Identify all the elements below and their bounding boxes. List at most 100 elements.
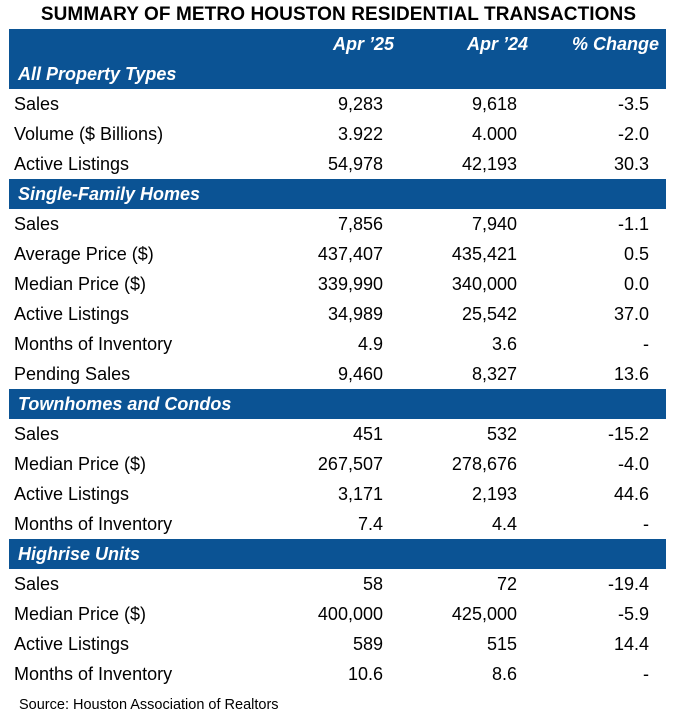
value-percent-change: 37.0 xyxy=(613,304,649,324)
value-apr-25: 3,171 xyxy=(337,484,383,504)
section-title: Highrise Units xyxy=(18,544,141,564)
value-apr-24: 9,618 xyxy=(471,94,517,114)
value-percent-change: 13.6 xyxy=(613,364,649,384)
value-apr-24: 2,193 xyxy=(471,484,517,504)
section-title: Townhomes and Condos xyxy=(18,394,232,414)
value-apr-25: 58 xyxy=(362,574,383,594)
value-percent-change: -15.2 xyxy=(607,424,649,444)
value-apr-24: 72 xyxy=(496,574,517,594)
value-apr-24: 7,940 xyxy=(471,214,517,234)
value-apr-24: 340,000 xyxy=(451,274,517,294)
section-header: Single-Family Homes xyxy=(9,179,666,209)
section-title: All Property Types xyxy=(18,64,177,84)
value-apr-24: 4.000 xyxy=(471,124,517,144)
table-row: Months of Inventory 10.6 8.6 - xyxy=(9,659,666,689)
value-apr-25: 451 xyxy=(352,424,383,444)
value-percent-change: - xyxy=(643,514,649,534)
value-percent-change: -1.1 xyxy=(617,214,649,234)
table-row: Median Price ($) 400,000 425,000 -5.9 xyxy=(9,599,666,629)
section-header: Townhomes and Condos xyxy=(9,389,666,419)
table-row: Active Listings 34,989 25,542 37.0 xyxy=(9,299,666,329)
row-label: Pending Sales xyxy=(14,364,131,384)
table-body: All Property Types Sales 9,283 9,618 -3.5 Vol… xyxy=(9,59,666,689)
value-apr-24: 4.4 xyxy=(491,514,517,534)
value-percent-change: 0.0 xyxy=(623,274,649,294)
value-apr-24: 515 xyxy=(486,634,517,654)
table-row: Active Listings 3,171 2,193 44.6 xyxy=(9,479,666,509)
value-apr-25: 3.922 xyxy=(337,124,383,144)
value-apr-25: 339,990 xyxy=(317,274,383,294)
value-apr-24: 25,542 xyxy=(461,304,517,324)
row-label: Active Listings xyxy=(14,484,130,504)
table-row: Median Price ($) 339,990 340,000 0.0 xyxy=(9,269,666,299)
row-label: Active Listings xyxy=(14,154,130,174)
value-percent-change: 0.5 xyxy=(623,244,649,264)
row-label: Months of Inventory xyxy=(14,334,173,354)
column-header-percent-change: % Change xyxy=(571,34,659,54)
value-apr-25: 7,856 xyxy=(337,214,383,234)
section-header: All Property Types xyxy=(9,59,666,89)
table-row: Active Listings 54,978 42,193 30.3 xyxy=(9,149,666,179)
value-apr-24: 532 xyxy=(486,424,517,444)
value-percent-change: 14.4 xyxy=(613,634,649,654)
table-row: Months of Inventory 4.9 3.6 - xyxy=(9,329,666,359)
row-label: Median Price ($) xyxy=(14,454,147,474)
value-apr-25: 267,507 xyxy=(317,454,383,474)
summary-table: Apr ’25 Apr ’24 % Change All Property Ty… xyxy=(9,29,666,689)
table-row: Months of Inventory 7.4 4.4 - xyxy=(9,509,666,539)
value-apr-24: 8,327 xyxy=(471,364,517,384)
value-apr-25: 400,000 xyxy=(317,604,383,624)
value-percent-change: 30.3 xyxy=(613,154,649,174)
value-percent-change: -4.0 xyxy=(617,454,649,474)
value-percent-change: 44.6 xyxy=(613,484,649,504)
section-title: Single-Family Homes xyxy=(18,184,201,204)
column-header-apr-25: Apr ’25 xyxy=(332,34,394,54)
row-label: Average Price ($) xyxy=(14,244,154,264)
row-label: Median Price ($) xyxy=(14,274,147,294)
table-row: Active Listings 589 515 14.4 xyxy=(9,629,666,659)
column-header-apr-24: Apr ’24 xyxy=(466,34,528,54)
value-percent-change: -3.5 xyxy=(617,94,649,114)
value-apr-25: 7.4 xyxy=(357,514,383,534)
value-apr-25: 34,989 xyxy=(327,304,383,324)
value-apr-25: 437,407 xyxy=(317,244,383,264)
row-label: Median Price ($) xyxy=(14,604,147,624)
table-row: Average Price ($) 437,407 435,421 0.5 xyxy=(9,239,666,269)
table-header-row: Apr ’25 Apr ’24 % Change xyxy=(9,29,666,59)
table-row: Pending Sales 9,460 8,327 13.6 xyxy=(9,359,666,389)
value-apr-24: 42,193 xyxy=(461,154,517,174)
row-label: Months of Inventory xyxy=(14,664,173,684)
table-row: Sales 451 532 -15.2 xyxy=(9,419,666,449)
value-percent-change: - xyxy=(643,664,649,684)
value-percent-change: -19.4 xyxy=(607,574,649,594)
value-apr-24: 425,000 xyxy=(451,604,517,624)
value-apr-25: 9,460 xyxy=(337,364,383,384)
value-apr-24: 278,676 xyxy=(451,454,517,474)
table-row: Median Price ($) 267,507 278,676 -4.0 xyxy=(9,449,666,479)
value-apr-25: 9,283 xyxy=(337,94,383,114)
table-row: Sales 58 72 -19.4 xyxy=(9,569,666,599)
row-label: Sales xyxy=(14,94,60,114)
value-apr-24: 3.6 xyxy=(491,334,517,354)
row-label: Sales xyxy=(14,214,60,234)
value-percent-change: -5.9 xyxy=(617,604,649,624)
row-label: Active Listings xyxy=(14,634,130,654)
value-percent-change: -2.0 xyxy=(617,124,649,144)
value-percent-change: - xyxy=(643,334,649,354)
value-apr-24: 435,421 xyxy=(451,244,517,264)
value-apr-25: 4.9 xyxy=(357,334,383,354)
value-apr-25: 54,978 xyxy=(327,154,383,174)
row-label: Sales xyxy=(14,424,60,444)
table-row: Volume ($ Billions) 3.922 4.000 -2.0 xyxy=(9,119,666,149)
value-apr-24: 8.6 xyxy=(491,664,517,684)
source-note: Source: Houston Association of Realtors xyxy=(19,697,279,713)
row-label: Months of Inventory xyxy=(14,514,173,534)
value-apr-25: 10.6 xyxy=(347,664,383,684)
table-row: Sales 7,856 7,940 -1.1 xyxy=(9,209,666,239)
row-label: Sales xyxy=(14,574,60,594)
row-label: Active Listings xyxy=(14,304,130,324)
value-apr-25: 589 xyxy=(352,634,383,654)
section-header: Highrise Units xyxy=(9,539,666,569)
table-row: Sales 9,283 9,618 -3.5 xyxy=(9,89,666,119)
page-title: SUMMARY OF METRO HOUSTON RESIDENTIAL TRA… xyxy=(40,4,637,25)
